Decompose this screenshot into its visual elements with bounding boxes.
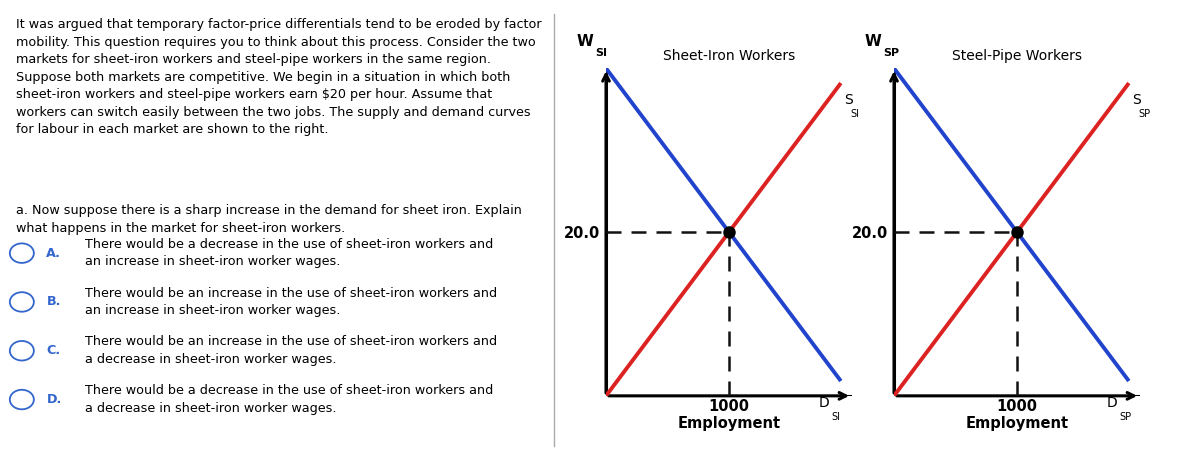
Text: C.: C. [47,344,60,357]
Text: There would be an increase in the use of sheet-iron workers and
a decrease in sh: There would be an increase in the use of… [85,335,497,366]
Text: A.: A. [47,247,61,260]
Text: It was argued that temporary factor-price differentials tend to be eroded by fac: It was argued that temporary factor-pric… [17,18,542,136]
Text: There would be an increase in the use of sheet-iron workers and
an increase in s: There would be an increase in the use of… [85,287,497,317]
Text: W: W [864,34,881,49]
Text: D: D [820,396,830,410]
Text: There would be a decrease in the use of sheet-iron workers and
an increase in sh: There would be a decrease in the use of … [85,238,493,268]
Text: D.: D. [47,393,61,406]
Text: There would be a decrease in the use of sheet-iron workers and
a decrease in she: There would be a decrease in the use of … [85,384,493,415]
Text: SI: SI [851,109,859,119]
Text: D: D [1108,396,1118,410]
Text: SI: SI [832,412,840,422]
Title: Steel-Pipe Workers: Steel-Pipe Workers [952,49,1082,63]
X-axis label: Employment: Employment [966,416,1068,431]
X-axis label: Employment: Employment [678,416,780,431]
Text: S: S [845,93,853,107]
Title: Sheet-Iron Workers: Sheet-Iron Workers [662,49,796,63]
Text: W: W [576,34,593,49]
Text: SP: SP [1139,109,1151,119]
Text: SP: SP [883,48,899,58]
Text: B.: B. [47,295,61,308]
Text: a. Now suppose there is a sharp increase in the demand for sheet iron. Explain
w: a. Now suppose there is a sharp increase… [17,204,522,235]
Text: S: S [1133,93,1141,107]
Text: SP: SP [1120,412,1132,422]
Text: SI: SI [595,48,607,58]
